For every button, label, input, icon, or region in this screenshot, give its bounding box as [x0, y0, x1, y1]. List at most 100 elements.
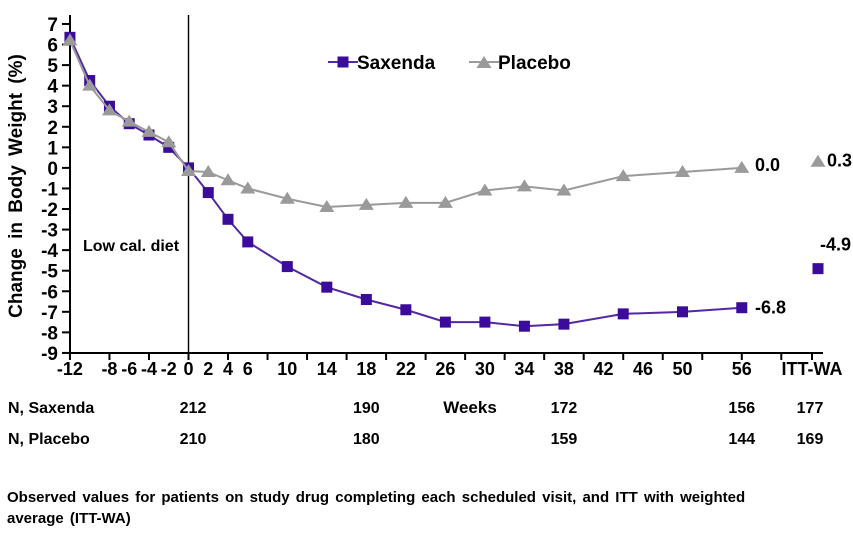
x-tick-label: 22 [396, 359, 416, 379]
saxenda-itt-wa-value-label: -4.9 [820, 235, 851, 255]
saxenda-marker [677, 306, 688, 318]
n-count: 144 [728, 431, 755, 448]
x-tick-label: 34 [514, 359, 534, 379]
y-tick-label: -7 [41, 303, 58, 324]
placebo-marker [675, 165, 690, 178]
saxenda-marker [360, 293, 372, 305]
y-tick-label: -6 [41, 282, 58, 303]
placebo-marker [200, 165, 216, 178]
y-tick-label: -1 [41, 179, 58, 200]
placebo-marker [516, 179, 532, 192]
x-tick-label-itt-wa: ITT-WA [782, 359, 843, 379]
placebo-marker [220, 173, 236, 186]
n-count: 172 [551, 400, 578, 417]
saxenda-legend-marker [337, 56, 349, 68]
placebo-marker [398, 195, 414, 208]
placebo-marker [181, 163, 196, 176]
placebo-legend-marker [476, 56, 492, 68]
n-count: 190 [353, 400, 380, 417]
y-tick-label: 3 [47, 97, 58, 118]
x-tick-label: -2 [161, 359, 177, 379]
x-tick-label: 0 [183, 359, 193, 379]
x-tick-label: 46 [633, 359, 653, 379]
x-tick-label: 30 [475, 359, 495, 379]
x-tick-label: 6 [243, 359, 253, 379]
x-tick-label: 56 [732, 359, 752, 379]
x-tick-label: -8 [101, 359, 117, 379]
x-tick-label: -6 [121, 359, 137, 379]
saxenda-end-value-label: -6.8 [755, 298, 786, 318]
n-count: 169 [797, 431, 824, 448]
placebo-marker [62, 33, 78, 46]
saxenda-marker [321, 281, 333, 293]
n-count: 212 [180, 400, 207, 417]
placebo-marker [615, 169, 631, 182]
x-tick-label: 10 [277, 359, 297, 379]
saxenda-marker [163, 141, 175, 153]
y-tick-label: 2 [47, 118, 58, 139]
placebo-marker [556, 183, 572, 196]
saxenda-marker [222, 213, 234, 225]
x-tick-label: 4 [223, 359, 233, 379]
y-tick-label: -4 [41, 241, 58, 262]
y-tick-label: 6 [47, 36, 58, 57]
n-row-label: N, Saxenda [8, 400, 94, 417]
x-tick-label: 50 [672, 359, 692, 379]
saxenda-marker [242, 236, 254, 248]
saxenda-legend-label: Saxenda [357, 53, 436, 74]
saxenda-marker [202, 187, 214, 199]
x-tick-label: 38 [554, 359, 574, 379]
placebo-marker [121, 114, 137, 127]
y-tick-label: 5 [47, 56, 58, 77]
y-tick-label: 7 [47, 15, 58, 36]
placebo-marker [358, 197, 374, 210]
n-count: 177 [797, 400, 824, 417]
n-count: 210 [180, 431, 207, 448]
n-count: 180 [353, 431, 380, 448]
y-tick-label: -9 [41, 344, 58, 365]
y-tick-label: 1 [47, 138, 58, 159]
x-tick-label: 18 [356, 359, 376, 379]
y-axis-title: Change in Body Weight (%) [6, 54, 27, 318]
placebo-marker [734, 160, 750, 173]
n-count: 156 [728, 400, 755, 417]
x-tick-label: 42 [593, 359, 613, 379]
n-row-label: N, Placebo [8, 431, 90, 448]
x-tick-label: 14 [317, 359, 337, 379]
placebo-marker [161, 135, 177, 148]
placebo-marker [279, 191, 295, 204]
y-tick-label: -8 [41, 323, 58, 344]
placebo-marker [319, 199, 335, 212]
placebo-marker [82, 78, 98, 91]
placebo-marker [240, 181, 256, 194]
placebo-itt-wa-value-label: 0.3 [827, 151, 852, 171]
x-tick-label: 26 [435, 359, 455, 379]
saxenda-marker [281, 261, 293, 273]
saxenda-line [69, 36, 742, 328]
x-axis-title: Weeks [443, 398, 497, 417]
placebo-marker [141, 124, 157, 137]
low-cal-diet-annotation: Low cal. diet [83, 238, 180, 255]
saxenda-itt-wa-marker [812, 263, 824, 275]
n-count: 159 [551, 431, 578, 448]
saxenda-marker [439, 316, 451, 328]
saxenda-marker [617, 308, 629, 320]
saxenda-marker [558, 318, 570, 330]
placebo-itt-wa-marker [810, 154, 826, 167]
placebo-marker [101, 103, 117, 116]
placebo-end-value-label: 0.0 [755, 155, 780, 175]
saxenda-marker [479, 316, 491, 328]
y-tick-label: -5 [41, 262, 58, 283]
saxenda-marker [518, 320, 530, 332]
x-tick-label: 2 [203, 359, 213, 379]
placebo-marker [437, 195, 453, 208]
placebo-legend-label: Placebo [498, 53, 571, 74]
y-tick-label: -3 [41, 221, 58, 242]
placebo-marker [477, 183, 493, 196]
figure-footnote: Observed values for patients on study dr… [7, 489, 746, 527]
y-tick-label: 4 [47, 77, 58, 98]
saxenda-marker [400, 304, 412, 316]
y-tick-label: 0 [47, 159, 58, 180]
